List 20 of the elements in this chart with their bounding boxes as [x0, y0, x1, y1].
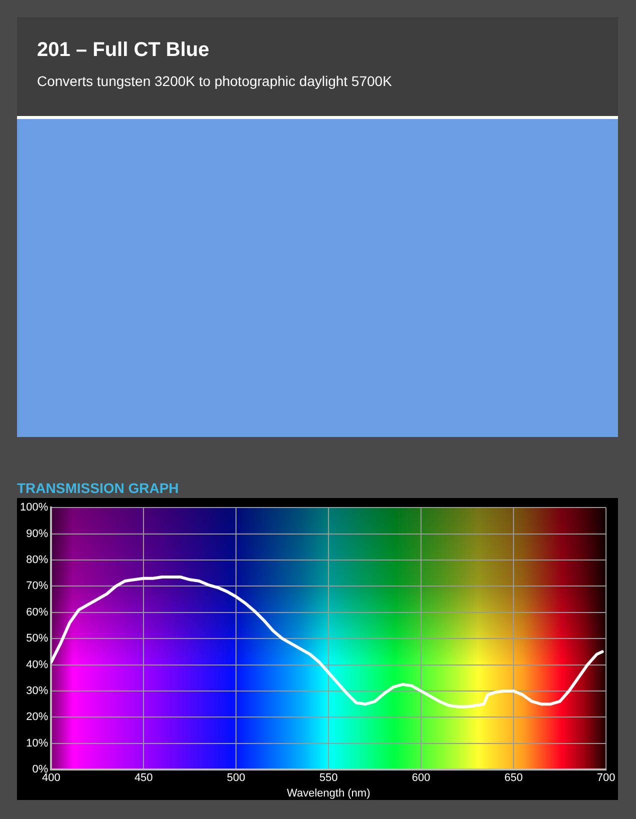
y-tick-label: 100%: [20, 502, 48, 514]
y-tick-label: 50%: [26, 632, 48, 645]
y-tick-label: 80%: [26, 554, 48, 566]
y-tick-label: 20%: [26, 711, 48, 724]
x-axis-title: Wavelength (nm): [286, 787, 370, 800]
x-tick-label: 650: [504, 772, 523, 784]
x-tick-label: 550: [319, 772, 338, 784]
x-tick-label: 600: [412, 772, 430, 784]
y-tick-label: 60%: [26, 606, 48, 618]
x-tick-label: 450: [134, 772, 153, 784]
text: TRANSMISSION GRAPH: [17, 480, 179, 496]
x-tick-label: 700: [596, 772, 616, 784]
chart-title: 201 – Full CT Blue: [37, 39, 210, 62]
y-tick-label: 40%: [26, 658, 48, 671]
chart-subtitle: Converts tungsten 3200K to photographic daylight 5700K: [37, 73, 392, 89]
y-tick-label: 10%: [26, 737, 48, 750]
y-tick-label: 30%: [26, 685, 48, 698]
x-tick-label: 500: [226, 772, 246, 784]
y-tick-label: 70%: [26, 580, 48, 592]
y-tick-label: 90%: [26, 528, 48, 540]
